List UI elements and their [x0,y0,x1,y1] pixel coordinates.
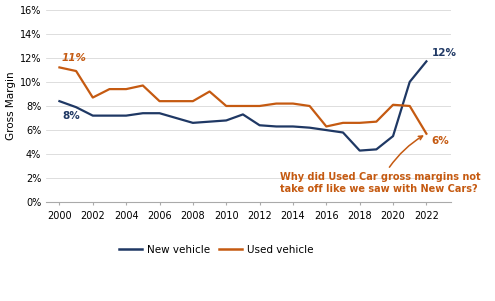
Legend: New vehicle, Used vehicle: New vehicle, Used vehicle [115,240,318,259]
Y-axis label: Gross Margin: Gross Margin [5,72,15,140]
Text: 11%: 11% [62,53,87,63]
Text: 12%: 12% [432,48,456,58]
Text: 6%: 6% [432,136,449,146]
Text: Why did Used Car gross margins not
take off like we saw with New Cars?: Why did Used Car gross margins not take … [280,136,480,194]
Text: 8%: 8% [62,111,80,121]
